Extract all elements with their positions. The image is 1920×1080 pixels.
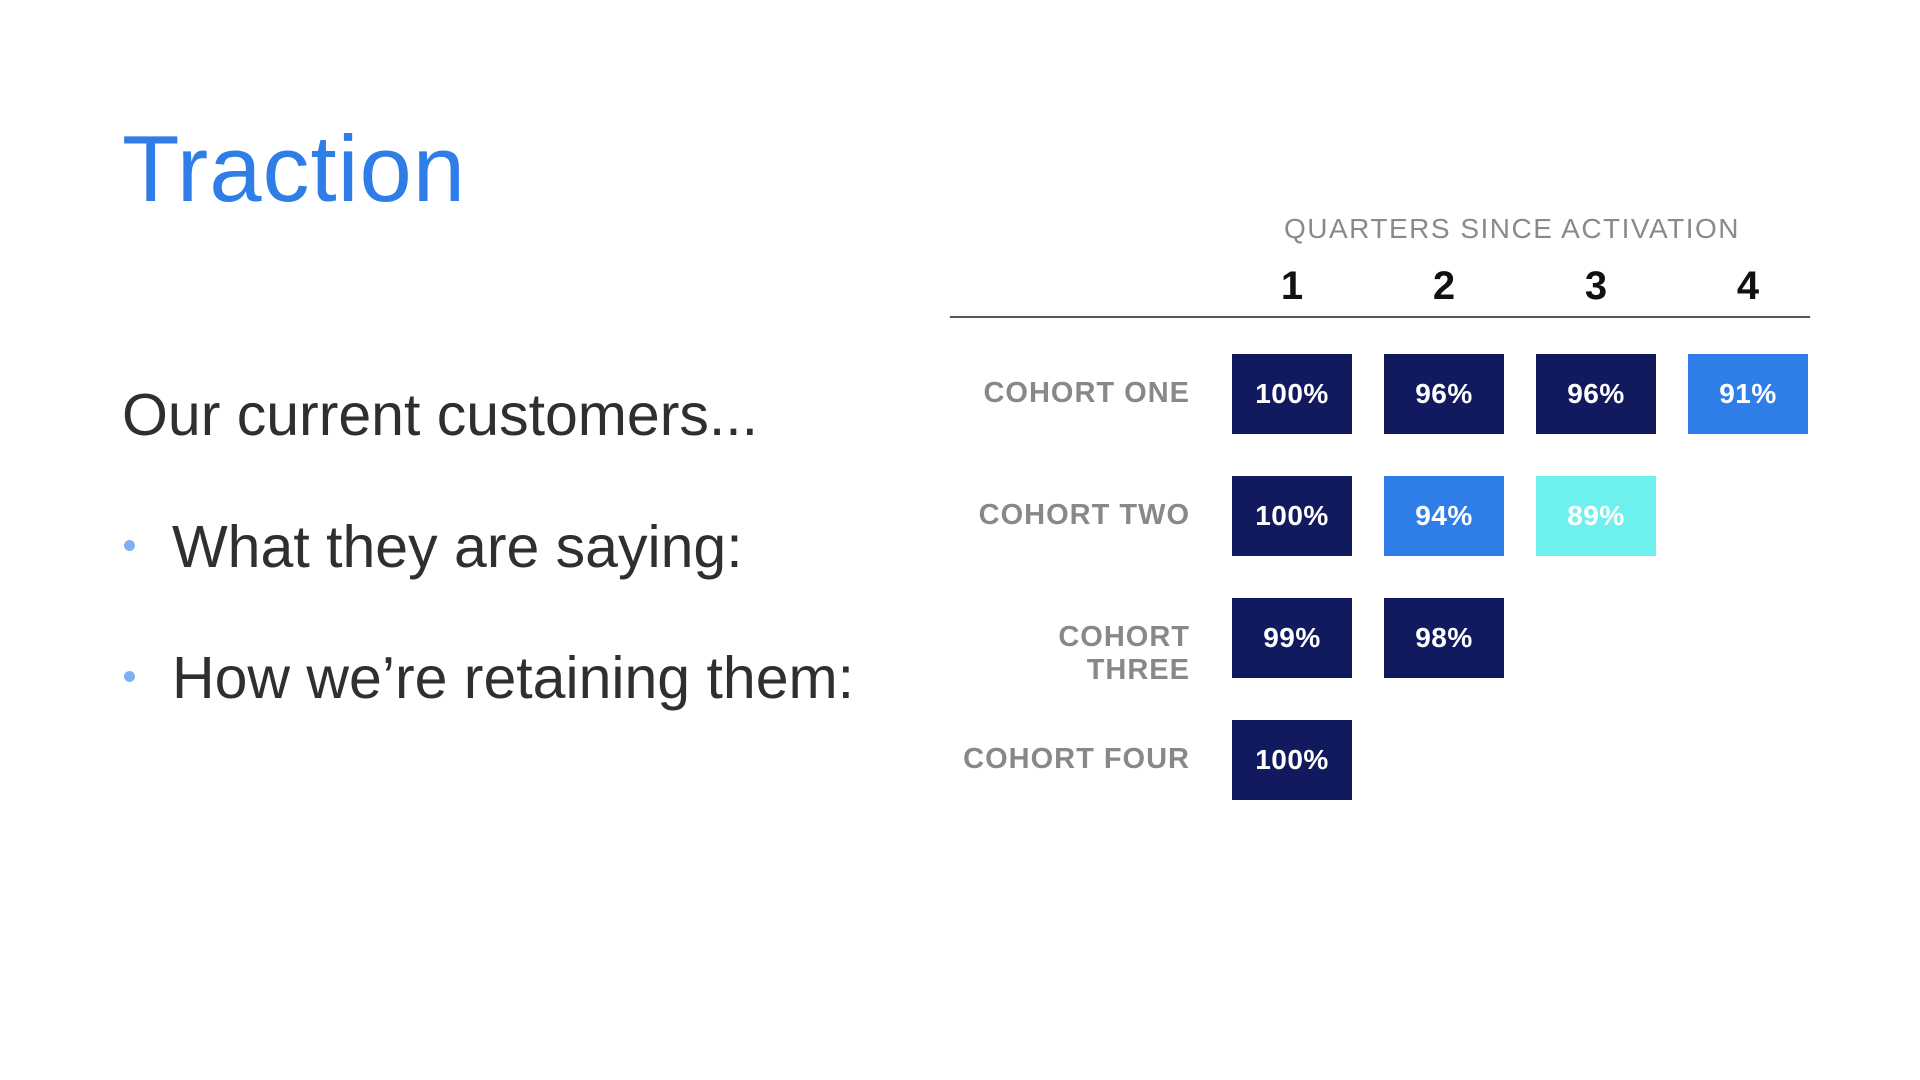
retention-cell: 96% — [1536, 354, 1656, 434]
header-divider — [950, 316, 1810, 318]
quarter-header: 1 — [1280, 264, 1304, 308]
retention-cell: 100% — [1232, 354, 1352, 434]
bullet-dot-icon — [124, 540, 135, 551]
bullet-dot-icon — [124, 671, 135, 682]
retention-cell: 96% — [1384, 354, 1504, 434]
quarter-header: 4 — [1736, 264, 1760, 308]
retention-cell: 100% — [1232, 720, 1352, 800]
bullet-item: How we’re retaining them: — [122, 643, 854, 774]
bullet-item: What they are saying: — [122, 512, 854, 643]
bullet-list: What they are saying: How we’re retainin… — [122, 512, 854, 774]
retention-cell: 89% — [1536, 476, 1656, 556]
bullet-text: How we’re retaining them: — [172, 645, 855, 711]
quarter-header: 2 — [1432, 264, 1456, 308]
cohort-label: COHORT ONE — [983, 377, 1190, 409]
quarter-header: 3 — [1584, 264, 1608, 308]
retention-cell: 99% — [1232, 598, 1352, 678]
slide-title: Traction — [122, 116, 467, 221]
cohort-label: COHORT TWO — [978, 499, 1190, 531]
retention-cell: 98% — [1384, 598, 1504, 678]
cohort-label: COHORT FOUR — [963, 743, 1190, 775]
axis-title: QUARTERS SINCE ACTIVATION — [1283, 213, 1740, 244]
retention-cell: 94% — [1384, 476, 1504, 556]
bullet-text: What they are saying: — [172, 514, 743, 580]
retention-cell: 100% — [1232, 476, 1352, 556]
intro-text: Our current customers... — [122, 382, 759, 448]
retention-cell: 91% — [1688, 354, 1808, 434]
cohort-label: COHORT THREE — [1058, 621, 1190, 686]
